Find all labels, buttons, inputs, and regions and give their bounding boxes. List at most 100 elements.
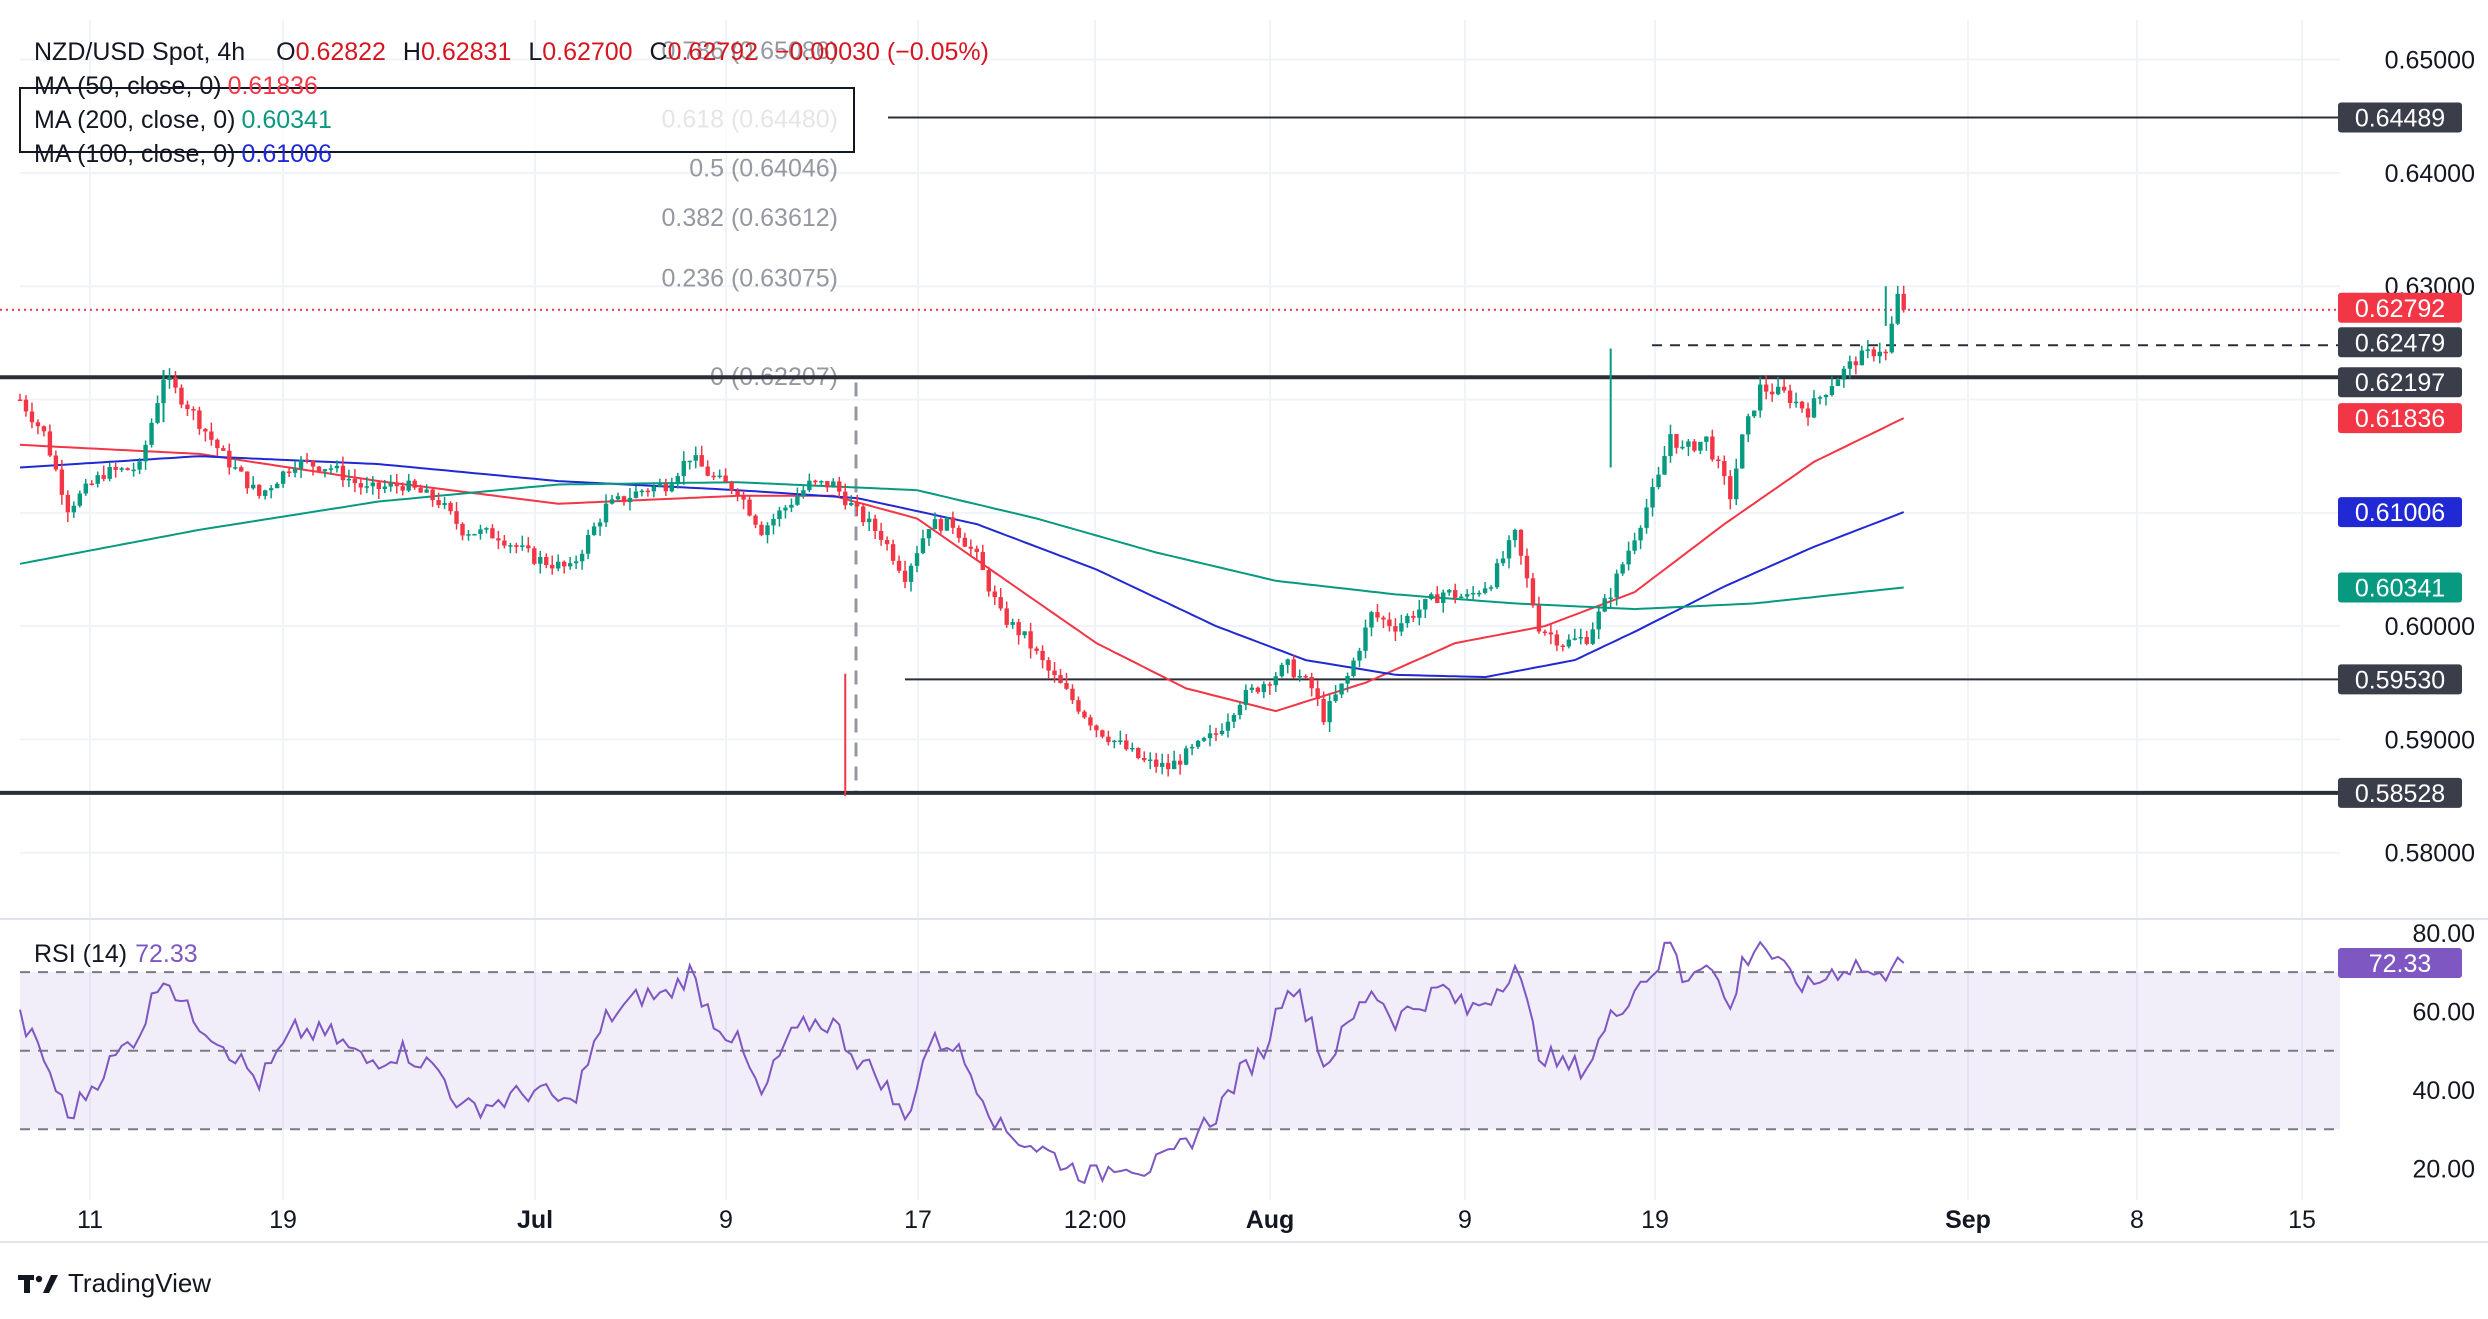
price-badge — [2338, 367, 2462, 398]
candle-body — [1716, 459, 1721, 461]
candle-body — [167, 377, 172, 380]
candle-body — [1112, 740, 1117, 743]
candle-body — [334, 465, 340, 469]
candle-body — [962, 537, 968, 547]
candle-body — [890, 544, 896, 561]
ma50-legend[interactable]: MA (50, close, 0) 0.61836 — [34, 72, 318, 101]
candle-body — [59, 469, 65, 495]
candle-body — [980, 552, 985, 571]
candle-body — [1560, 645, 1566, 648]
fibonacci-retracement[interactable]: 0.786 (0.65086)0.618 (0.64480)0.5 (0.640… — [19, 37, 858, 793]
candle-body — [1369, 612, 1374, 628]
candle-body — [1297, 676, 1302, 678]
candle-body — [1781, 386, 1787, 391]
candle-body — [723, 475, 728, 483]
candle-body — [741, 496, 746, 500]
rsi-value: 72.33 — [135, 940, 198, 968]
ma100-legend[interactable]: MA (100, close, 0) 0.61006 — [34, 140, 332, 169]
candle-body — [1692, 441, 1697, 451]
candle-body — [1596, 611, 1601, 630]
candle-body — [1022, 631, 1027, 636]
candle-body — [466, 534, 471, 536]
candle-body — [627, 497, 633, 503]
candle-body — [1698, 441, 1703, 451]
candle-body — [514, 545, 519, 547]
candle-body — [1351, 660, 1356, 677]
candle-body — [1261, 684, 1267, 693]
rsi-band — [20, 971, 2340, 1131]
candle-body — [107, 466, 112, 479]
candle-body — [1034, 648, 1039, 651]
candle-body — [1614, 573, 1619, 598]
candle-body — [400, 486, 405, 491]
candle-body — [1154, 759, 1159, 767]
candle-body — [1291, 659, 1296, 678]
price-badge-label: 0.61836 — [2355, 405, 2445, 433]
candle-body — [1225, 721, 1231, 731]
time-tick-label: 11 — [77, 1206, 103, 1234]
candle-body — [310, 460, 316, 467]
candle-body — [699, 455, 704, 467]
symbol-title[interactable]: NZD/USD Spot, 4h — [34, 38, 246, 66]
candle-body — [23, 399, 29, 412]
price-tick-label: 0.58000 — [2385, 840, 2475, 868]
rsi-legend[interactable]: RSI (14) 72.33 — [34, 940, 198, 969]
candle-body — [448, 503, 453, 512]
horizontal-levels[interactable] — [0, 116, 2340, 795]
candle-body — [1704, 436, 1709, 442]
candle-body — [663, 483, 669, 492]
candle-body — [1590, 629, 1595, 644]
ma200-legend[interactable]: MA (200, close, 0) 0.60341 — [34, 106, 332, 135]
candle-body — [747, 499, 752, 516]
candle-body — [1148, 759, 1153, 762]
rsi-badge — [2338, 947, 2462, 978]
candle-body — [1327, 700, 1332, 723]
ma-line — [19, 455, 1905, 679]
candle-body — [179, 387, 184, 405]
ma50-label: MA (50, close, 0) — [34, 72, 222, 100]
candle-body — [1423, 598, 1428, 610]
candle-body — [1429, 594, 1434, 599]
candle-body — [1799, 401, 1805, 409]
candle-body — [1548, 632, 1554, 635]
candle-body — [579, 553, 585, 562]
candle-body — [209, 431, 214, 440]
candle-body — [1757, 384, 1763, 411]
candle-body — [143, 444, 148, 462]
candle-body — [478, 529, 483, 535]
price-badge-label: 0.62479 — [2355, 329, 2445, 357]
candle-body — [609, 499, 615, 504]
tradingview-logo[interactable]: TradingView — [18, 1268, 211, 1299]
candle-body — [938, 519, 944, 531]
candle-body — [215, 439, 220, 449]
candle-body — [1524, 555, 1530, 579]
price-badge-label: 0.61006 — [2355, 499, 2445, 527]
candle-body — [1357, 650, 1362, 661]
candle-body — [149, 422, 154, 445]
candle-body — [1106, 736, 1111, 743]
candle-body — [1189, 746, 1195, 749]
candle-body — [759, 524, 764, 536]
candle-body — [1411, 615, 1416, 618]
time-tick-label: 19 — [1641, 1206, 1669, 1234]
candle-body — [591, 526, 597, 536]
candle-body — [645, 490, 651, 493]
candle-body — [813, 480, 818, 483]
candle-body — [950, 517, 956, 528]
candle-body — [1052, 670, 1057, 676]
candle-body — [1279, 664, 1284, 677]
candle-body — [1680, 446, 1685, 449]
candle-body — [203, 428, 208, 432]
candle-body — [286, 471, 292, 473]
candle-body — [65, 494, 71, 513]
candle-body — [1016, 622, 1021, 636]
candle-body — [1728, 476, 1733, 500]
candle-body — [1554, 634, 1560, 646]
candle-body — [896, 560, 902, 571]
candle-body — [1488, 587, 1494, 589]
candle-body — [585, 535, 591, 554]
rsi-tick-label: 80.00 — [2412, 920, 2475, 948]
candle-body — [436, 500, 441, 506]
time-tick-label: Sep — [1945, 1206, 1991, 1234]
